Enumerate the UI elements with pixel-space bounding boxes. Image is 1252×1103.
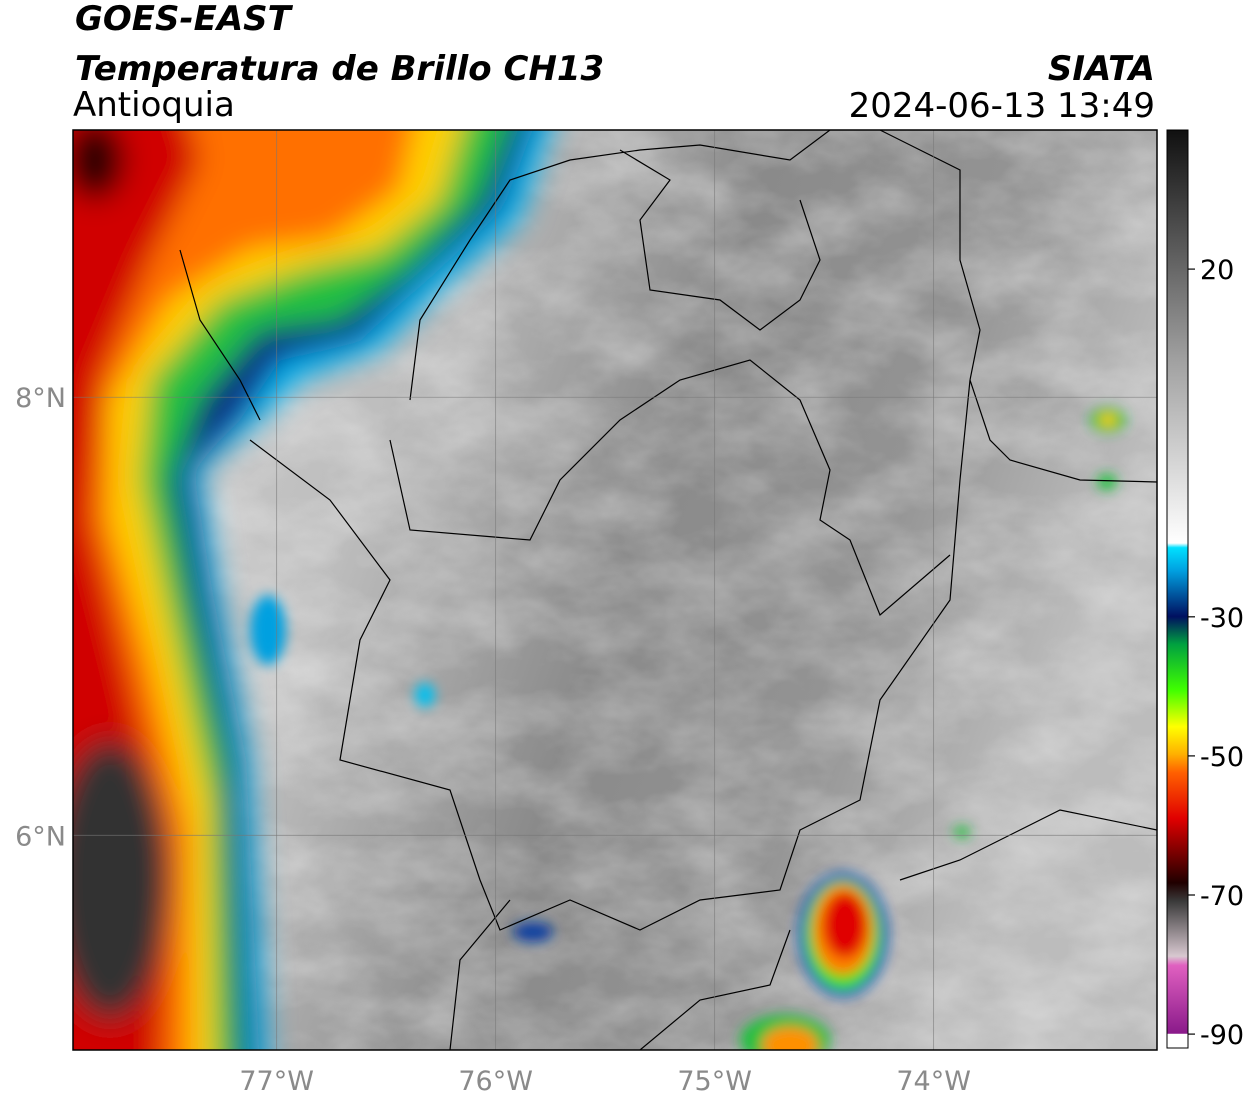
storm [513,922,553,942]
title: GOES-EAST [75,0,294,39]
storm [250,595,286,665]
satellite-image [73,130,1157,1050]
boundaries [179,130,1157,1050]
lon-tick-label: 77°W [239,1066,314,1097]
boundary [249,379,1157,931]
cloud-core [73,740,170,1020]
lat-tick-label: 8°N [15,383,66,414]
colorbar-tick-label: 20 [1200,255,1234,286]
lat-tick-label: 6°N [15,821,66,852]
datetime: 2024-06-13 13:49 [849,86,1155,126]
boundary [389,359,951,617]
boundary [619,149,821,331]
storm-cells [250,408,1126,1050]
colorbar-tick-label: -30 [1200,603,1244,634]
lon-tick-label: 75°W [677,1066,752,1097]
colorbar-tick-label: -50 [1200,742,1244,773]
lon-tick-label: 76°W [458,1066,533,1097]
map-frame [72,129,1158,1051]
lon-tick-label: 74°W [896,1066,971,1097]
storm [762,1027,818,1050]
boundary [449,809,1157,1050]
coastline [409,130,831,401]
storm [954,826,970,838]
colorbar [1166,129,1189,1049]
subtitle: Temperatura de Brillo CH13 [75,49,604,89]
source: SIATA [1048,49,1155,89]
cloud-core [73,130,125,200]
storm [1097,474,1117,490]
graticule [73,130,1157,1050]
colorbar-tick-label: -90 [1200,1020,1244,1051]
axis-ticks: 77°W 76°W 75°W 74°W 8°N 6°N 20 -30 -50 -70 -90 [15,255,1244,1097]
storm [415,683,435,707]
cold-clouds [73,130,550,1050]
storm [1099,414,1117,426]
colorbar-tick-label: -70 [1200,881,1244,912]
storm [823,892,867,958]
region: Antioquia [73,85,235,125]
coastline [179,249,261,421]
